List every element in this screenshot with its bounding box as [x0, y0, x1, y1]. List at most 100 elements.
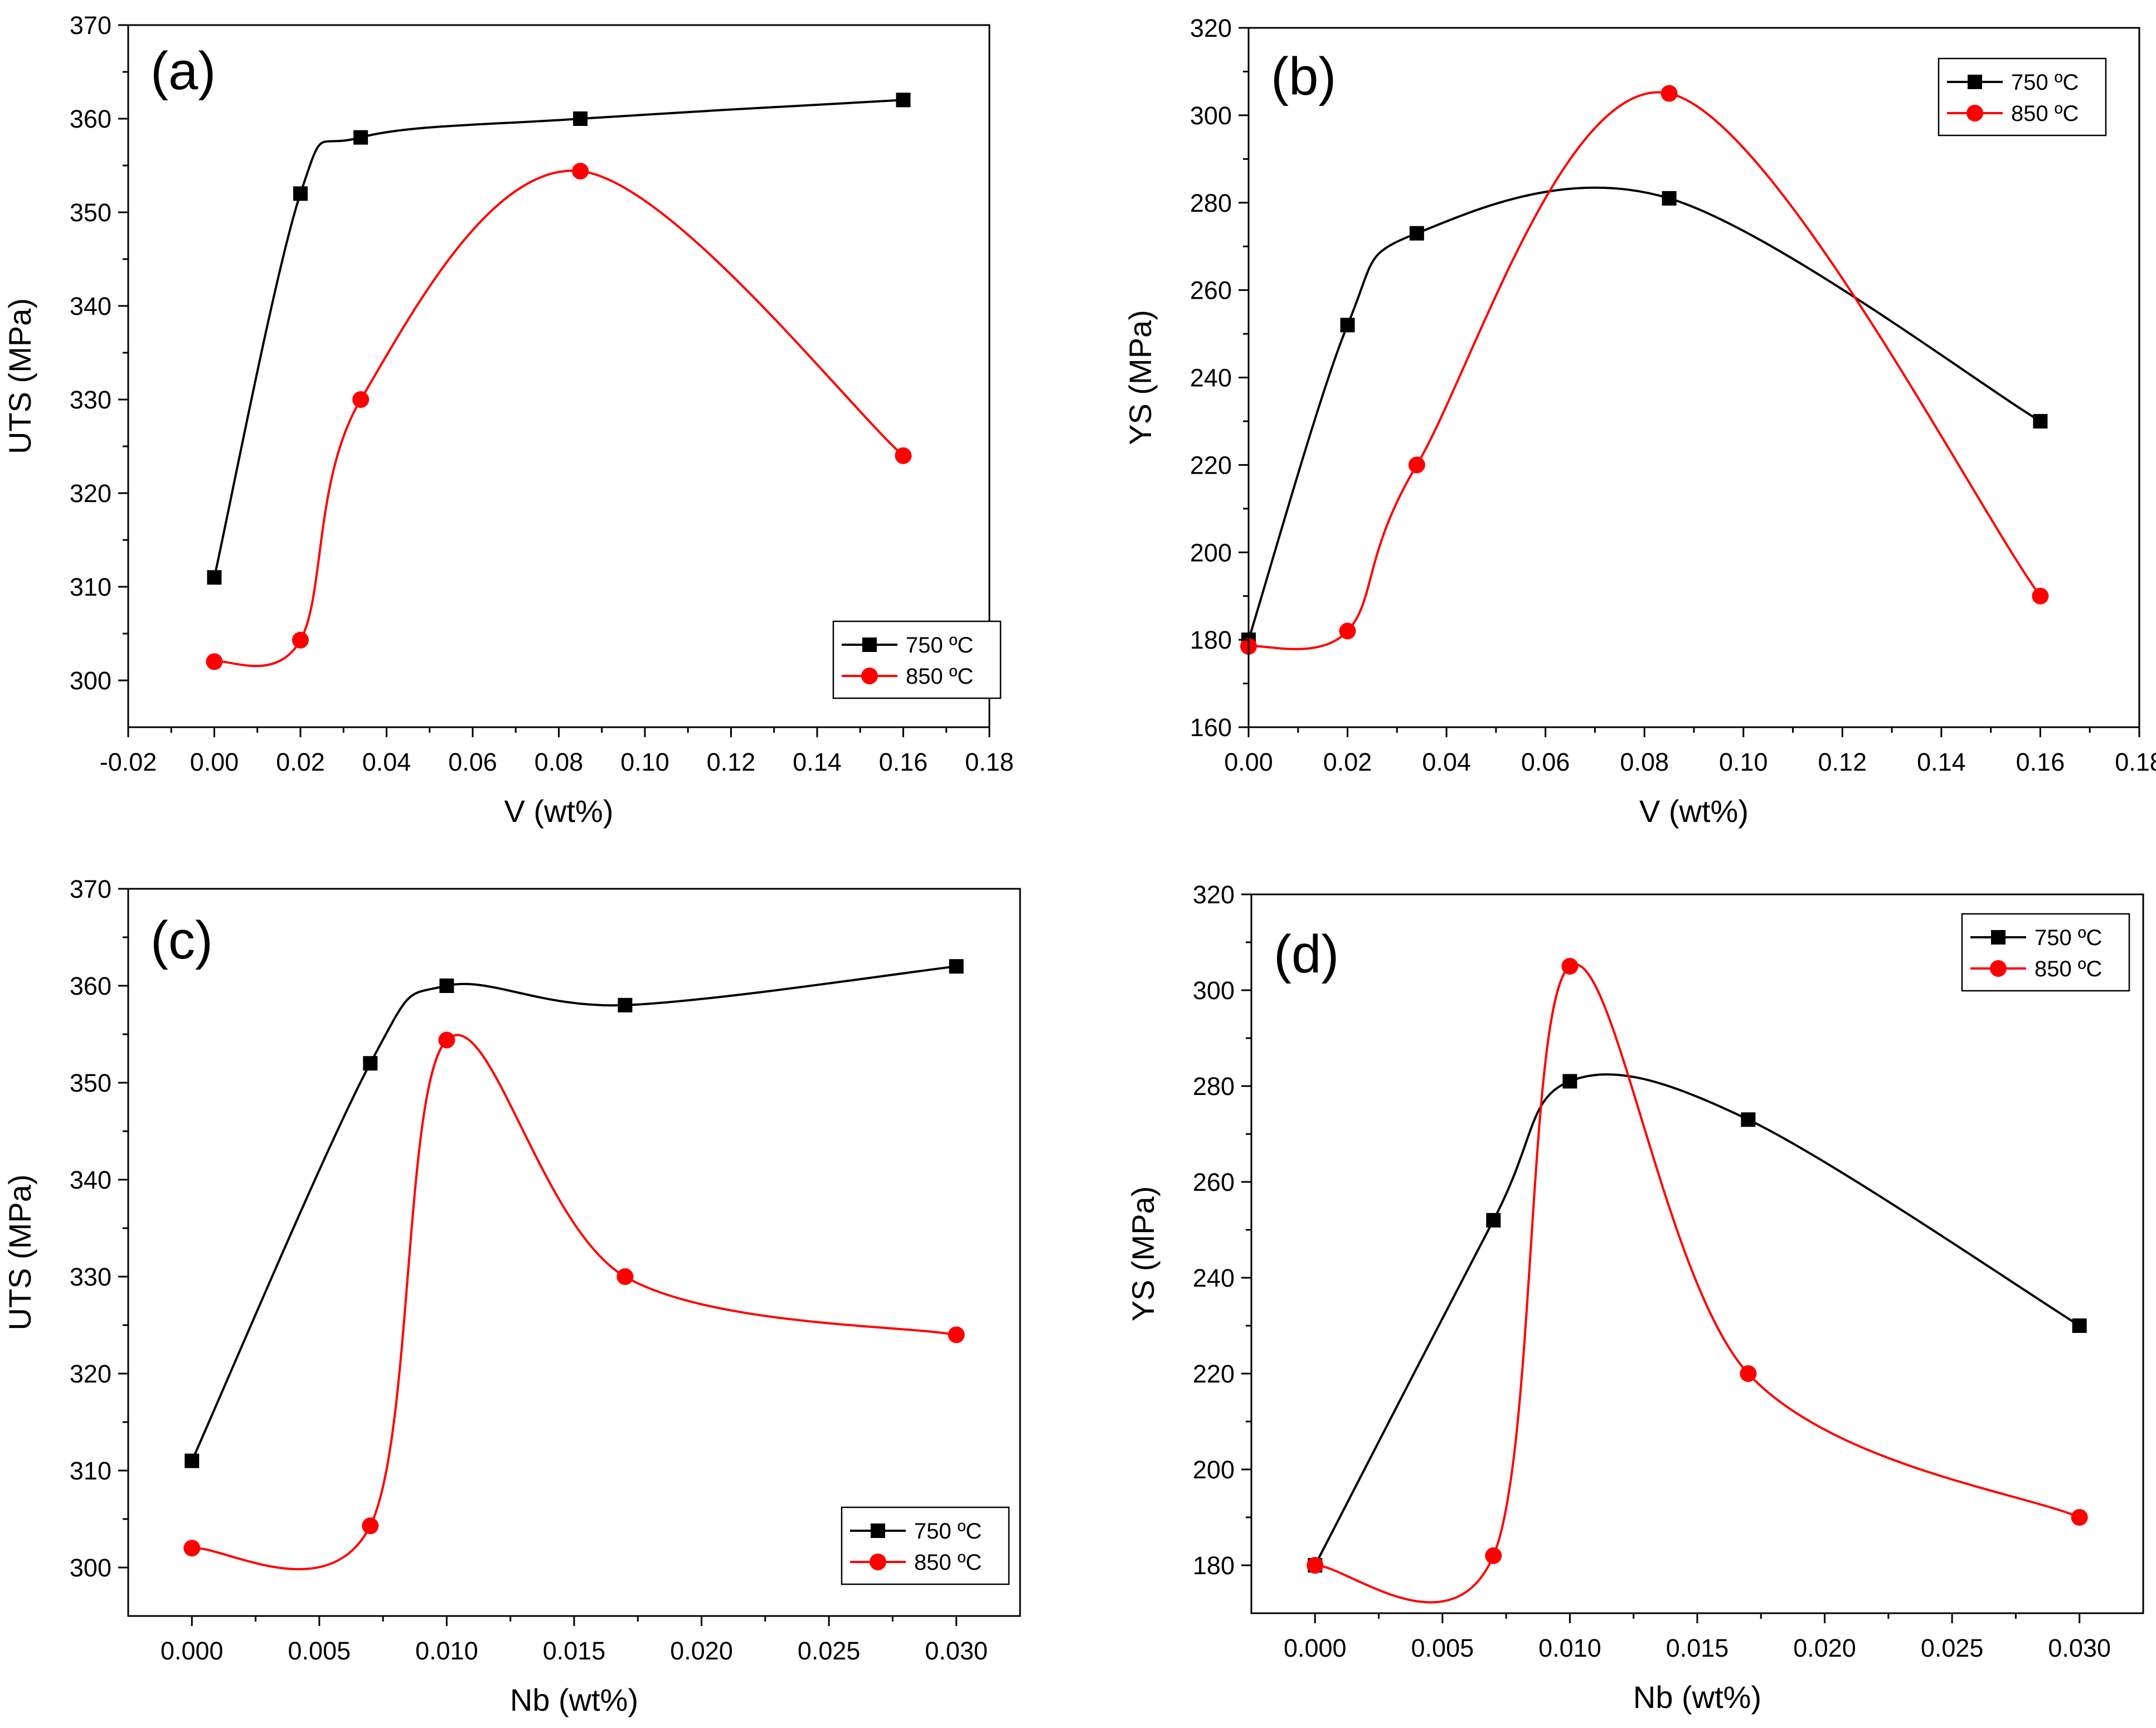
x-tick-label: 0.025 [798, 1637, 861, 1665]
x-tick-label: 0.015 [1666, 1634, 1729, 1662]
y-tick-label: 300 [1193, 976, 1235, 1005]
legend-label-850: 850 ºC [2034, 957, 2102, 981]
y-tick-label: 180 [1190, 626, 1232, 654]
y-tick-label: 330 [70, 386, 111, 414]
x-tick-label: 0.04 [1422, 748, 1471, 776]
panel-c: 0.000 0.005 0.010 0.015 0.020 0.025 0.030 300 31… [2, 875, 1021, 1717]
x-tick-label: -0.02 [100, 748, 157, 776]
legend-marker-850 [870, 1554, 886, 1570]
legend: 750 ºC 850 ºC [1961, 913, 2130, 992]
x-axis-title: V (wt%) [1639, 794, 1749, 829]
data-point-850 [292, 631, 309, 649]
panel-d: 0.000 0.005 0.010 0.015 0.020 0.025 0.030 180 20… [1125, 880, 2144, 1715]
legend: 750 ºC 850 ºC [841, 1506, 1010, 1585]
x-tick-label: 0.00 [190, 748, 239, 776]
y-tick-label: 320 [70, 479, 111, 508]
panel-a: -0.02 0.00 0.02 0.04 0.06 0.08 0.10 0.12 0.14 0.1… [2, 11, 1014, 829]
data-point-850 [2032, 587, 2049, 605]
data-point-750 [949, 959, 964, 974]
x-tick-label: 0.010 [415, 1637, 478, 1665]
panel-label: (b) [1271, 47, 1336, 106]
data-point-750 [1662, 191, 1677, 206]
data-point-750 [363, 1056, 378, 1071]
x-tick-label: 0.030 [2048, 1634, 2111, 1662]
y-tick-label: 310 [70, 1457, 111, 1485]
legend-label-850: 850 ºC [906, 664, 973, 689]
data-point-750 [2033, 413, 2048, 429]
x-tick-label: 0.18 [2115, 748, 2156, 776]
data-point-750 [184, 1453, 200, 1468]
legend-marker-750 [1968, 75, 1982, 89]
data-point-750 [439, 979, 454, 993]
legend-marker-750 [871, 1523, 885, 1538]
data-point-850 [362, 1517, 379, 1535]
data-point-750 [2072, 1318, 2087, 1333]
y-tick-label: 200 [1190, 538, 1232, 567]
y-axis-title: YS (MPa) [1123, 310, 1158, 445]
x-axis-title: Nb (wt%) [1633, 1680, 1761, 1715]
y-tick-label: 300 [70, 666, 111, 695]
panel-label: (d) [1274, 924, 1339, 984]
series-line-750 [1247, 186, 2041, 640]
legend-marker-850 [1966, 105, 1983, 121]
data-point-750 [1562, 1074, 1577, 1089]
data-point-850 [895, 447, 912, 464]
x-tick-label: 0.020 [1793, 1634, 1856, 1662]
data-point-750 [1340, 318, 1355, 333]
series-line-850 [1248, 91, 2042, 650]
data-point-750 [618, 997, 633, 1013]
legend-label-750: 750 ºC [2011, 70, 2079, 95]
y-axis-title: YS (MPa) [1125, 1186, 1160, 1322]
y-tick-label: 320 [1193, 880, 1235, 909]
panel-label: (a) [150, 41, 216, 101]
y-axis-title: UTS (MPa) [2, 298, 37, 454]
data-point-750 [1741, 1112, 1756, 1127]
x-axis-title: V (wt%) [504, 794, 614, 829]
data-point-850 [2071, 1509, 2088, 1526]
y-tick-label: 360 [70, 972, 111, 1000]
data-point-850 [206, 653, 223, 670]
data-point-850 [948, 1326, 965, 1344]
x-tick-label: 0.10 [620, 748, 669, 776]
x-tick-label: 0.020 [670, 1637, 733, 1665]
y-tick-label: 320 [70, 1360, 111, 1388]
data-point-850 [1485, 1547, 1502, 1564]
data-point-850 [1740, 1365, 1757, 1382]
y-tick-label: 240 [1190, 364, 1232, 392]
y-tick-label: 240 [1193, 1264, 1235, 1292]
x-tick-label: 0.16 [2016, 748, 2065, 776]
x-tick-label: 0.06 [1521, 748, 1570, 776]
x-tick-label: 0.02 [276, 748, 325, 776]
x-tick-label: 0.030 [925, 1637, 988, 1665]
data-point-850 [352, 391, 370, 408]
y-tick-label: 200 [1193, 1456, 1235, 1484]
y-tick-label: 300 [1190, 101, 1232, 130]
legend-label-850: 850 ºC [2011, 101, 2079, 126]
legend-marker-750 [862, 637, 877, 652]
panel-b: 0.00 0.02 0.04 0.06 0.08 0.10 0.12 0.14 0.16 0.18… [1123, 14, 2156, 829]
y-tick-label: 370 [70, 875, 111, 903]
data-point-750 [896, 93, 911, 108]
legend-label-750: 750 ºC [914, 1519, 982, 1544]
data-point-850 [438, 1031, 455, 1049]
x-tick-label: 0.10 [1719, 748, 1768, 776]
x-axis-title: Nb (wt%) [510, 1682, 638, 1717]
data-point-850 [616, 1268, 634, 1285]
x-tick-label: 0.00 [1224, 748, 1273, 776]
series-line-850 [192, 1034, 957, 1570]
series-line-750 [191, 965, 956, 1462]
legend-marker-850 [1990, 960, 2007, 977]
series-line-850 [1315, 963, 2080, 1604]
data-point-850 [572, 163, 589, 180]
series-line-750 [1314, 1073, 2080, 1566]
x-tick-label: 0.000 [161, 1637, 224, 1665]
legend-box [841, 1506, 1010, 1585]
y-tick-label: 320 [1190, 14, 1232, 42]
legend-label-750: 750 ºC [906, 633, 973, 658]
x-tick-label: 0.14 [1917, 748, 1966, 776]
legend-box [1938, 57, 2107, 137]
x-tick-label: 0.12 [707, 748, 756, 776]
y-tick-label: 370 [70, 11, 111, 40]
legend: 750 ºC 850 ºC [832, 620, 1002, 699]
y-tick-label: 330 [70, 1263, 111, 1291]
